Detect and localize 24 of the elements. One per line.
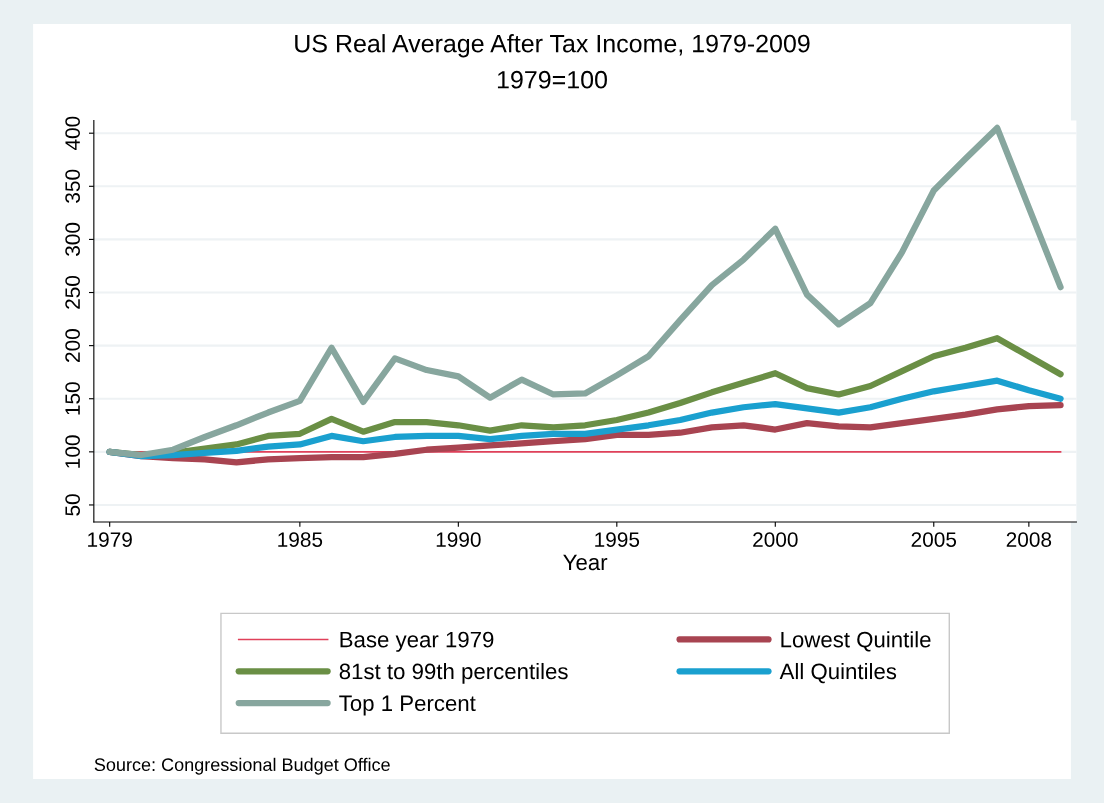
x-tick-label: 2008 <box>1006 532 1052 547</box>
y-tick-label: 250 <box>65 275 80 309</box>
x-tick-label: 1990 <box>436 532 481 547</box>
x-axis-title: Year <box>563 554 608 571</box>
legend-label: All Quintiles <box>779 662 897 684</box>
x-tick-label: 2000 <box>753 532 798 547</box>
legend-label: Base year 1979 <box>340 631 494 652</box>
legend-label: 81st to 99th percentiles <box>339 662 568 684</box>
x-tick-label: 1979 <box>88 532 132 547</box>
y-tick-label: 150 <box>65 382 80 415</box>
chart-subtitle: 1979=100 <box>497 70 607 89</box>
y-tick-label: 350 <box>65 169 80 203</box>
x-tick-label: 1995 <box>595 532 640 547</box>
y-tick-label: 300 <box>65 222 80 256</box>
y-tick-label: 400 <box>65 116 80 151</box>
y-tick-label: 100 <box>65 435 80 468</box>
y-tick-label: 50 <box>65 494 80 516</box>
legend-label: Lowest Quintile <box>781 631 931 652</box>
y-tick-label: 200 <box>65 329 80 362</box>
legend-label: Top 1 Percent <box>339 695 476 716</box>
source-note: Source: Congressional Budget Office <box>94 757 390 775</box>
x-tick-label: 2005 <box>911 532 957 547</box>
chart-title: US Real Average After Tax Income, 1979-2009 <box>295 34 810 58</box>
x-tick-label: 1985 <box>278 532 323 547</box>
